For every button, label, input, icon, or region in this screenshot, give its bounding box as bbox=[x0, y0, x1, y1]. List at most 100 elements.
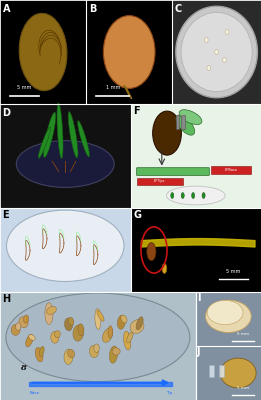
FancyBboxPatch shape bbox=[172, 0, 261, 104]
Ellipse shape bbox=[112, 348, 120, 355]
Text: H: H bbox=[3, 294, 11, 304]
Text: Base: Base bbox=[29, 390, 39, 394]
Ellipse shape bbox=[109, 346, 118, 363]
Ellipse shape bbox=[95, 308, 101, 330]
FancyBboxPatch shape bbox=[196, 292, 261, 346]
Polygon shape bbox=[124, 85, 132, 99]
Ellipse shape bbox=[179, 110, 202, 124]
Text: G: G bbox=[133, 210, 141, 220]
Ellipse shape bbox=[16, 323, 21, 330]
Text: J: J bbox=[197, 347, 200, 357]
Ellipse shape bbox=[147, 243, 156, 261]
Ellipse shape bbox=[204, 38, 208, 42]
Ellipse shape bbox=[181, 12, 252, 92]
Ellipse shape bbox=[215, 50, 219, 54]
FancyBboxPatch shape bbox=[0, 0, 86, 104]
Ellipse shape bbox=[94, 344, 99, 352]
Ellipse shape bbox=[202, 192, 205, 198]
Ellipse shape bbox=[6, 293, 190, 382]
Ellipse shape bbox=[103, 16, 155, 88]
Text: I: I bbox=[197, 293, 200, 303]
FancyBboxPatch shape bbox=[86, 0, 172, 104]
Text: C: C bbox=[175, 4, 182, 14]
FancyBboxPatch shape bbox=[196, 346, 261, 400]
Ellipse shape bbox=[78, 121, 90, 157]
Ellipse shape bbox=[136, 317, 143, 330]
Text: 1 mm: 1 mm bbox=[106, 86, 120, 90]
Ellipse shape bbox=[11, 324, 20, 335]
Text: 8: 8 bbox=[20, 364, 26, 372]
Ellipse shape bbox=[35, 347, 43, 362]
Ellipse shape bbox=[55, 331, 60, 338]
Ellipse shape bbox=[117, 315, 125, 329]
Ellipse shape bbox=[19, 13, 67, 91]
Ellipse shape bbox=[7, 210, 124, 282]
FancyBboxPatch shape bbox=[130, 208, 261, 292]
Ellipse shape bbox=[43, 112, 56, 158]
Text: F: F bbox=[133, 106, 140, 116]
Ellipse shape bbox=[19, 317, 28, 328]
Ellipse shape bbox=[127, 332, 133, 343]
Ellipse shape bbox=[51, 332, 59, 343]
Text: E: E bbox=[3, 210, 9, 220]
Text: EPTips: EPTips bbox=[154, 180, 166, 184]
Ellipse shape bbox=[207, 300, 243, 325]
Ellipse shape bbox=[167, 186, 225, 205]
Ellipse shape bbox=[68, 112, 78, 158]
Ellipse shape bbox=[225, 30, 229, 34]
FancyBboxPatch shape bbox=[137, 168, 209, 176]
Ellipse shape bbox=[73, 325, 84, 341]
Ellipse shape bbox=[23, 315, 29, 323]
Ellipse shape bbox=[121, 315, 127, 323]
FancyBboxPatch shape bbox=[219, 366, 224, 377]
Ellipse shape bbox=[222, 58, 227, 62]
Ellipse shape bbox=[97, 310, 104, 321]
Ellipse shape bbox=[68, 349, 75, 358]
Text: Tip: Tip bbox=[166, 390, 172, 394]
Text: 5 mm: 5 mm bbox=[237, 386, 249, 390]
Ellipse shape bbox=[176, 6, 257, 98]
Ellipse shape bbox=[192, 192, 195, 198]
Ellipse shape bbox=[78, 324, 84, 336]
FancyBboxPatch shape bbox=[130, 104, 261, 208]
Ellipse shape bbox=[39, 346, 44, 356]
Ellipse shape bbox=[171, 192, 174, 198]
Ellipse shape bbox=[176, 115, 195, 135]
FancyBboxPatch shape bbox=[137, 178, 183, 185]
Ellipse shape bbox=[90, 345, 98, 358]
FancyBboxPatch shape bbox=[211, 166, 251, 174]
Ellipse shape bbox=[64, 318, 73, 331]
Text: 5 mm: 5 mm bbox=[17, 86, 31, 90]
Text: 5 mm: 5 mm bbox=[237, 332, 249, 336]
Ellipse shape bbox=[207, 66, 211, 70]
Text: B: B bbox=[89, 4, 96, 14]
Ellipse shape bbox=[181, 192, 184, 198]
Ellipse shape bbox=[220, 358, 256, 388]
Text: EPBase: EPBase bbox=[224, 168, 238, 172]
Ellipse shape bbox=[38, 127, 50, 158]
Ellipse shape bbox=[47, 306, 56, 314]
Text: A: A bbox=[3, 4, 10, 14]
Ellipse shape bbox=[45, 303, 53, 324]
Ellipse shape bbox=[206, 300, 251, 332]
Ellipse shape bbox=[57, 103, 63, 159]
Circle shape bbox=[153, 111, 181, 155]
Ellipse shape bbox=[29, 334, 35, 340]
FancyBboxPatch shape bbox=[176, 115, 179, 129]
FancyBboxPatch shape bbox=[209, 366, 214, 377]
FancyBboxPatch shape bbox=[0, 104, 130, 208]
Text: 5 mm: 5 mm bbox=[226, 268, 241, 274]
FancyBboxPatch shape bbox=[0, 208, 130, 292]
Ellipse shape bbox=[108, 326, 112, 338]
Text: D: D bbox=[3, 108, 11, 118]
Ellipse shape bbox=[16, 141, 114, 187]
Ellipse shape bbox=[162, 264, 167, 274]
FancyBboxPatch shape bbox=[181, 115, 185, 129]
Ellipse shape bbox=[124, 331, 131, 350]
Ellipse shape bbox=[26, 334, 33, 347]
Ellipse shape bbox=[130, 320, 144, 334]
Ellipse shape bbox=[68, 317, 74, 325]
Ellipse shape bbox=[102, 328, 113, 342]
FancyBboxPatch shape bbox=[0, 292, 196, 400]
Ellipse shape bbox=[64, 349, 73, 364]
